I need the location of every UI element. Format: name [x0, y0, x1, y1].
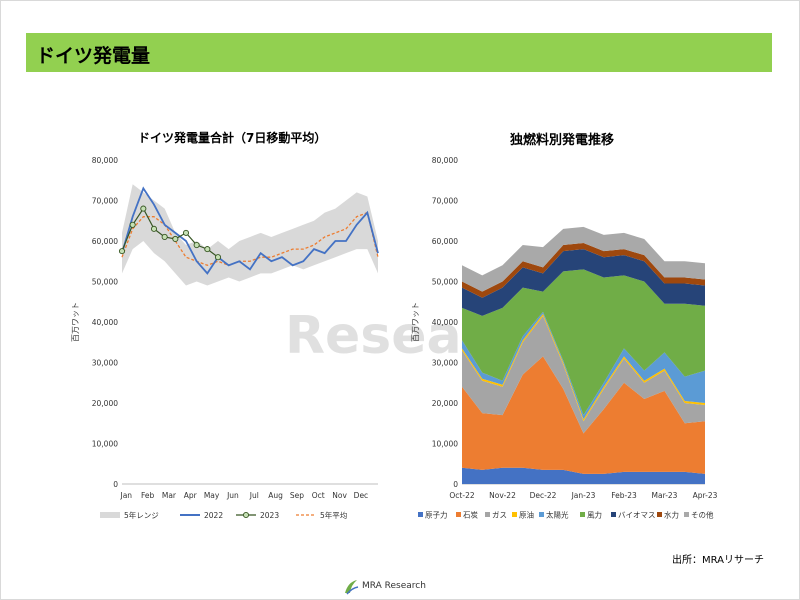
right-xtick: Apr-23 — [693, 491, 718, 500]
left-chart-legend: 5年レンジ 2022 2023 5年平均 — [100, 510, 347, 520]
series-2023-point — [140, 205, 147, 212]
area-series-ガス — [462, 315, 705, 434]
series-2023-point — [182, 229, 190, 236]
right-xtick: Dec-22 — [530, 491, 557, 500]
right-ylabel: 百万ワット — [411, 302, 420, 342]
legend-label: 石炭 — [463, 511, 478, 520]
legend-label: 5年平均 — [320, 510, 347, 520]
left-xtick: Sep — [290, 491, 304, 500]
logo-icon — [345, 580, 359, 595]
legend-swatch — [580, 512, 585, 517]
series-2023-point — [161, 233, 168, 240]
left-ytick: 60,000 — [92, 237, 118, 246]
left-ytick: 40,000 — [92, 318, 118, 327]
area-series-太陽光 — [462, 311, 705, 420]
legend-swatch — [684, 512, 689, 517]
right-ytick: 50,000 — [432, 278, 458, 287]
legend-label: 5年レンジ — [124, 510, 159, 520]
left-xtick: Nov — [332, 491, 347, 500]
left-xtick: Dec — [354, 491, 369, 500]
legend-label: 2023 — [260, 511, 279, 520]
left-chart-title: ドイツ発電量合計（7日移動平均） — [138, 131, 327, 145]
legend-label: その他 — [691, 510, 714, 520]
legend-label: 原子力 — [425, 510, 448, 520]
right-xtick: Feb-23 — [611, 491, 637, 500]
legend-swatch — [611, 512, 616, 517]
right-ytick: 70,000 — [432, 197, 458, 206]
left-ytick: 70,000 — [92, 197, 118, 206]
legend-label: 風力 — [587, 510, 602, 520]
series-2023-line — [121, 207, 219, 258]
left-xtick: Mar — [162, 491, 177, 500]
right-ytick: 10,000 — [432, 440, 458, 449]
page-title: ドイツ発電量 — [36, 45, 151, 67]
legend-label: 2022 — [204, 511, 223, 520]
legend-swatch-band — [100, 512, 120, 518]
area-series-石炭 — [462, 356, 705, 474]
legend-swatch — [657, 512, 662, 517]
legend-swatch — [512, 512, 517, 517]
left-xtick: Jan — [119, 491, 132, 500]
legend-label: 水力 — [664, 510, 679, 520]
header-bar: ドイツ発電量 — [26, 33, 772, 72]
legend-swatch — [485, 512, 490, 517]
left-xtick: Feb — [141, 491, 155, 500]
area-series-その他 — [462, 226, 705, 292]
right-ytick: 20,000 — [432, 399, 458, 408]
series-2023-point — [204, 246, 211, 253]
series-2023-point — [129, 221, 136, 228]
left-xtick: Apr — [184, 491, 198, 500]
legend-label: バイオマス — [618, 511, 656, 520]
right-ytick: 30,000 — [432, 359, 458, 368]
left-chart: 0 10,000 20,000 30,000 40,000 50,000 60,000 70,… — [71, 156, 379, 500]
left-ytick: 80,000 — [92, 156, 118, 165]
right-chart-title: 独燃料別発電推移 — [510, 133, 615, 148]
right-xtick: Mar-23 — [652, 491, 678, 500]
right-ytick: 80,000 — [432, 156, 458, 165]
area-series-バイオマス — [462, 249, 705, 316]
left-xtick: Jul — [249, 491, 259, 500]
legend-label: ガス — [492, 510, 507, 520]
right-chart: 0 10,000 20,000 30,000 40,000 50,000 60,000 70,… — [411, 156, 718, 500]
legend-swatch — [418, 512, 423, 517]
legend-swatch — [456, 512, 461, 517]
series-2023-point — [193, 241, 200, 249]
series-2023-point — [118, 248, 126, 255]
area-series-水力 — [462, 243, 705, 298]
left-xtick: Oct — [312, 491, 325, 500]
area-series-原油 — [462, 313, 705, 422]
left-ytick: 50,000 — [92, 278, 118, 287]
logo-text: MRA Research — [362, 581, 426, 591]
left-ylabel: 百万ワット — [71, 302, 80, 342]
series-2023-point — [172, 235, 179, 243]
right-chart-legend: 原子力 石炭 ガス 原油 太陽光 風力 バイオマス 水力 その他 — [418, 510, 714, 520]
left-ytick: 20,000 — [92, 399, 118, 408]
legend-swatch-2023-marker — [242, 511, 250, 519]
right-ytick: 60,000 — [432, 237, 458, 246]
series-range-band — [122, 184, 378, 286]
left-ytick: 10,000 — [92, 440, 118, 449]
series-2023-point — [214, 254, 222, 261]
right-xtick: Oct-22 — [449, 491, 474, 500]
area-series-風力 — [462, 269, 705, 416]
legend-label: 原油 — [519, 510, 534, 520]
left-xtick: Jun — [226, 491, 239, 500]
area-series-原子力 — [462, 467, 705, 484]
legend-label: 太陽光 — [546, 510, 569, 520]
right-ytick: 0 — [453, 480, 458, 489]
right-xtick: Jan-23 — [571, 491, 596, 500]
left-xtick: Aug — [268, 491, 283, 500]
series-2022-line — [121, 186, 379, 275]
left-xtick: May — [204, 491, 220, 500]
right-xtick: Nov-22 — [489, 491, 516, 500]
left-ytick: 30,000 — [92, 359, 118, 368]
left-ytick: 0 — [113, 480, 118, 489]
legend-swatch — [539, 512, 544, 517]
source-note: 出所：MRAリサーチ — [672, 555, 765, 566]
right-ytick: 40,000 — [432, 318, 458, 327]
series-2023-point — [150, 225, 158, 232]
